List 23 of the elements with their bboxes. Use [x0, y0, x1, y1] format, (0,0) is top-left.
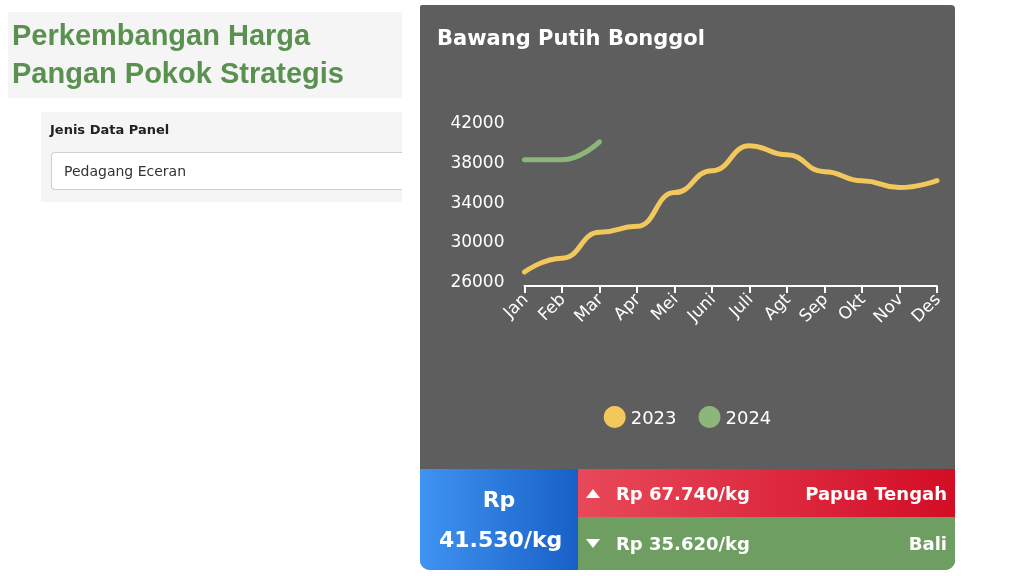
text: Perkembangan Harga Pangan Pokok Strategis [12, 18, 345, 91]
text: Rp 41.530/kg [439, 485, 563, 554]
text-field: Pedagang Eceran [51, 152, 402, 190]
x-tick-label: Mei [646, 288, 682, 325]
x-tick-label: Des [907, 288, 945, 326]
y-tick-label: 30000 [450, 231, 505, 252]
text: Bali [908, 533, 947, 554]
x-tick-label: Feb [533, 288, 570, 325]
legend-label: 2023 [630, 406, 677, 428]
text: Papua Tengah [805, 482, 947, 504]
x-tick-label: Mar [569, 288, 607, 326]
text: Rp 67.740/kg [616, 482, 750, 504]
x-tick-label: Okt [833, 288, 870, 325]
x-tick-label: Sep [794, 288, 832, 326]
chart-title: Bawang Putih Bonggol [437, 25, 705, 50]
y-tick-label: 34000 [450, 191, 505, 212]
y-tick-label: 42000 [450, 112, 505, 132]
text: Jenis Data Panel [50, 122, 170, 137]
text: Rp 35.620/kg [616, 533, 750, 554]
x-tick-label: Apr [609, 288, 645, 324]
x-tick-label: Agt [759, 288, 795, 324]
legend-label: 2024 [725, 406, 772, 428]
y-tick-label: 38000 [450, 151, 505, 172]
